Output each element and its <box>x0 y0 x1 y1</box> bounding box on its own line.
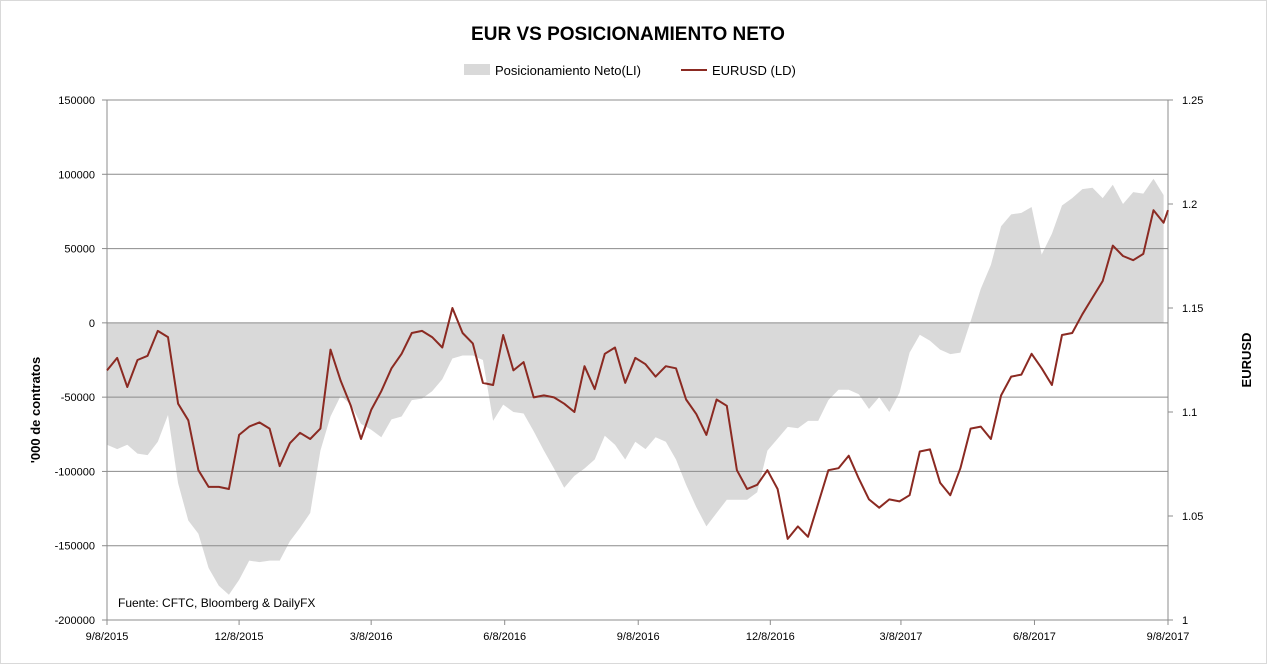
x-tick-label: 9/8/2016 <box>617 631 660 643</box>
area-series-positioning <box>107 178 1164 595</box>
x-tick-label: 9/8/2017 <box>1147 631 1190 643</box>
legend: Posicionamiento Neto(LI) EURUSD (LD) <box>464 63 796 78</box>
left-tick-label: 0 <box>89 318 95 330</box>
left-tick-label: -100000 <box>55 466 95 478</box>
x-tick-label: 12/8/2016 <box>746 631 795 643</box>
x-tick-label: 3/8/2017 <box>880 631 923 643</box>
area-layer <box>107 178 1164 595</box>
left-tick-label: 150000 <box>58 95 95 107</box>
x-tick-label: 9/8/2015 <box>86 631 129 643</box>
right-tick-label: 1.15 <box>1182 303 1203 315</box>
legend-swatch-area <box>464 64 490 75</box>
left-tick-label: 50000 <box>64 244 95 256</box>
source-note: Fuente: CFTC, Bloomberg & DailyFX <box>118 596 315 610</box>
line-layer <box>106 209 1169 540</box>
legend-label-eurusd: EURUSD (LD) <box>712 63 796 78</box>
right-tick-label: 1.25 <box>1182 95 1203 107</box>
right-tick-label: 1.05 <box>1182 511 1203 523</box>
legend-label-positioning: Posicionamiento Neto(LI) <box>495 63 641 78</box>
line-series-eurusd <box>106 209 1169 540</box>
right-tick-label: 1 <box>1182 615 1188 627</box>
x-tick-label: 12/8/2015 <box>215 631 264 643</box>
grid-layer <box>107 99 1168 547</box>
left-tick-label: 100000 <box>58 169 95 181</box>
right-axis-title: EURUSD <box>1239 333 1254 388</box>
left-tick-label: -150000 <box>55 541 95 553</box>
left-tick-label: -50000 <box>61 392 95 404</box>
x-tick-label: 6/8/2017 <box>1013 631 1056 643</box>
left-axis-title: '000 de contratos <box>28 357 43 463</box>
axis-layer: 150000 100000 50000 0 -50000 -100000 -150000 -2… <box>55 95 1204 643</box>
right-tick-label: 1.2 <box>1182 199 1197 211</box>
chart-title: EUR VS POSICIONAMIENTO NETO <box>471 24 785 45</box>
x-tick-label: 3/8/2016 <box>350 631 393 643</box>
x-tick-label: 6/8/2016 <box>483 631 526 643</box>
left-tick-label: -200000 <box>55 615 95 627</box>
right-tick-label: 1.1 <box>1182 407 1197 419</box>
